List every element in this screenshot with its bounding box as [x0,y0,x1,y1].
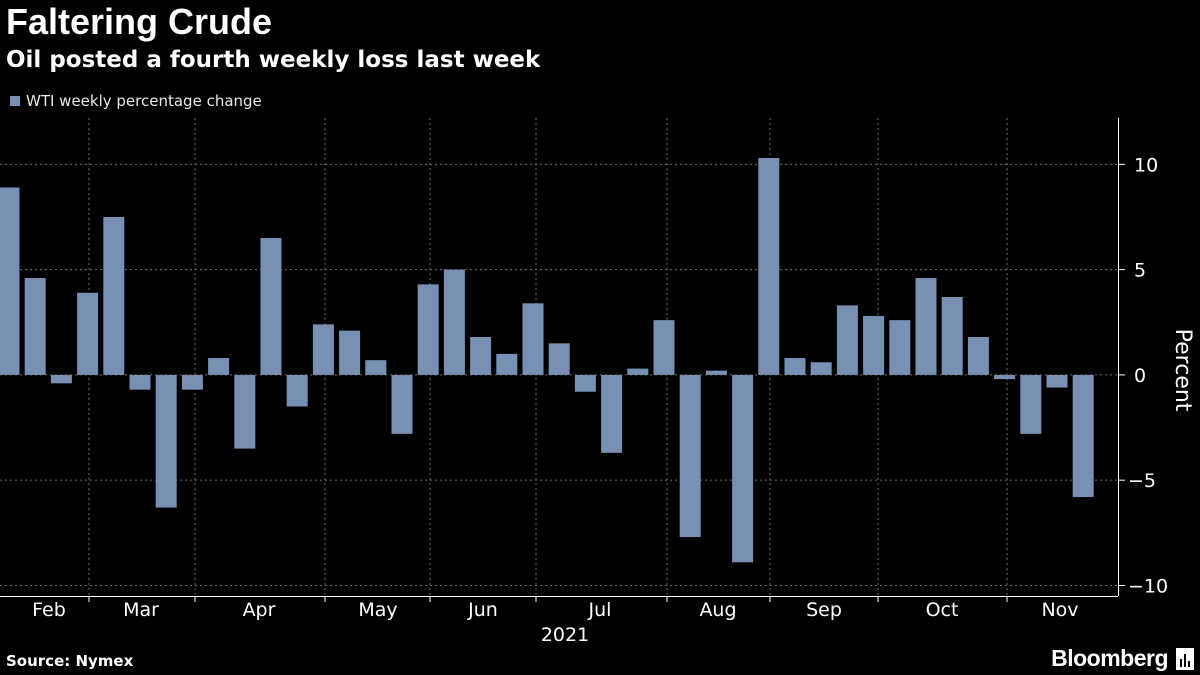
bar-2 [50,374,72,384]
chart-title: Faltering Crude [6,1,273,42]
bar-21 [548,343,570,375]
x-tick-label-apr: Apr [243,599,276,621]
source-note: Source: Nymex [6,652,134,670]
x-tick-label-oct: Oct [926,599,959,621]
x-tick-label-sep: Sep [806,599,842,621]
x-tick-label-mar: Mar [123,599,159,621]
legend-label: WTI weekly percentage change [26,92,262,110]
bar-30 [784,358,806,375]
bar-4 [103,216,125,375]
bar-7 [181,374,203,390]
bar-25 [653,320,675,375]
y-tick-label-5: 5 [1134,260,1146,282]
bar-29 [758,158,780,375]
bar-17 [443,269,465,375]
bar-10 [260,238,282,375]
bar-41 [1072,374,1094,498]
bar-23 [601,374,623,453]
axes: 10 5 0 −5 −10 Feb Mar Apr May Jun Jul Aug Sep Oct Nov [0,118,1168,621]
legend-swatch [10,96,20,106]
bar-1 [24,278,46,375]
y-tick-label-0: 0 [1134,365,1146,387]
bar-26 [679,374,701,538]
bar-22 [574,374,596,392]
bar-33 [863,315,885,375]
bar-18 [470,336,492,375]
bar-9 [234,374,256,449]
bars [0,158,1094,563]
bar-6 [155,374,177,508]
bar-36 [941,296,963,375]
bar-24 [627,368,649,375]
bar-5 [129,374,151,390]
x-tick-label-feb: Feb [32,599,66,621]
bar-19 [496,353,518,375]
bar-32 [836,305,858,375]
bar-20 [522,303,544,375]
bar-8 [208,358,230,375]
bar-12 [312,324,334,375]
bar-39 [1020,374,1042,434]
bar-27 [705,370,727,375]
bar-3 [77,292,99,375]
y-tick-label-10: 10 [1134,154,1158,176]
x-tick-label-aug: Aug [699,599,736,621]
x-tick-label-jun: Jun [467,599,498,621]
x-tick-label-may: May [358,599,397,621]
bar-11 [286,374,308,407]
legend: WTI weekly percentage change [10,90,262,112]
bar-40 [1046,374,1068,388]
bar-34 [889,320,911,375]
bar-37 [967,336,989,375]
chart-subtitle: Oil posted a fourth weekly loss last wee… [6,47,541,73]
bar-0 [0,187,20,375]
bar-15 [391,374,413,434]
x-axis-year-label: 2021 [541,624,589,646]
bar-35 [915,278,937,375]
x-tick-label-nov: Nov [1041,599,1078,621]
bar-14 [365,360,387,375]
y-tick-label--5: −5 [1128,470,1156,492]
x-tick-label-jul: Jul [588,599,612,621]
bar-28 [732,374,754,563]
bar-13 [339,330,361,375]
bar-16 [417,284,439,375]
bloomberg-logo: Bloomberg [1051,645,1168,671]
bar-31 [810,362,832,375]
y-axis-label: Percent [1170,329,1195,412]
bar-38 [994,374,1016,380]
y-tick-label--10: −10 [1128,575,1168,597]
terminal-icon [1176,648,1194,670]
